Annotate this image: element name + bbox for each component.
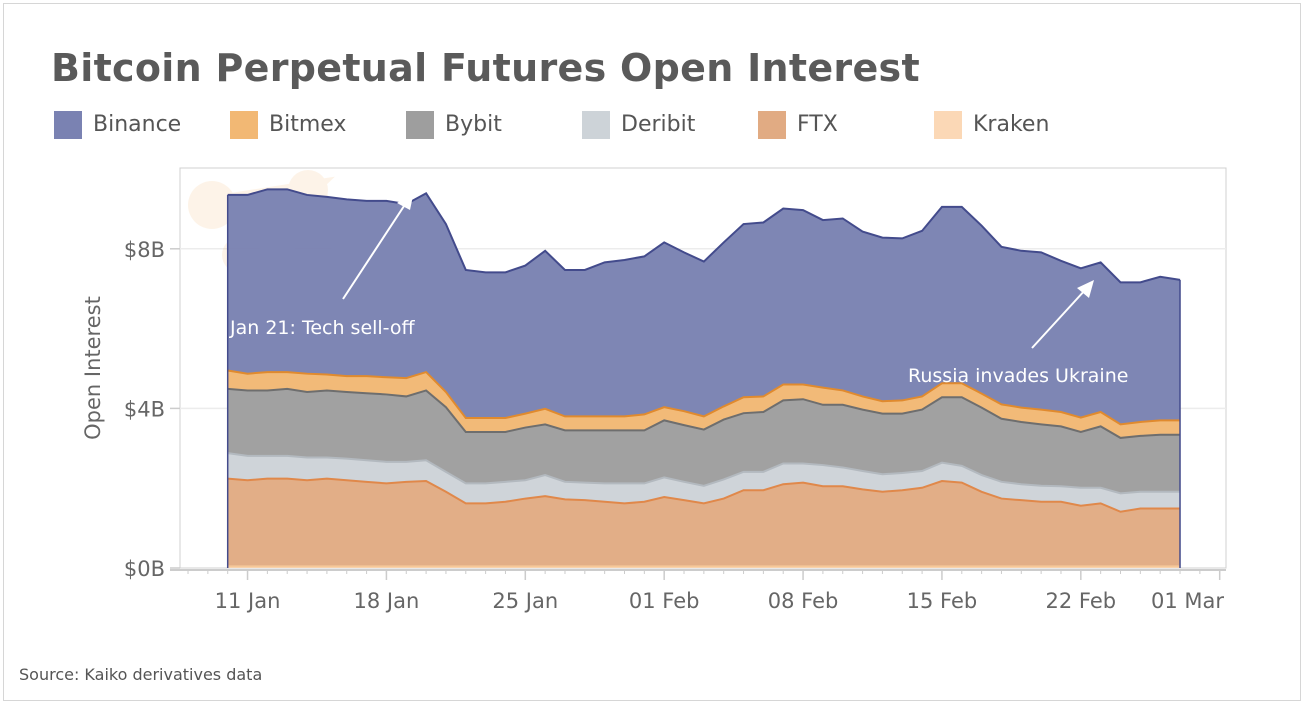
- legend-swatch-kraken: [934, 111, 962, 139]
- x-tick-label: 01 Feb: [629, 589, 700, 613]
- x-tick-label: 01 Mar: [1151, 589, 1224, 613]
- area-line-binance: [227, 188, 1181, 284]
- area-deribit[interactable]: [227, 453, 1181, 512]
- legend-label: Binance: [93, 112, 182, 137]
- annotations: Jan 21: Tech sell-off Russia invades Ukr…: [229, 191, 1128, 387]
- x-tick-label: 11 Jan: [215, 589, 281, 613]
- legend-label: Bybit: [445, 112, 502, 137]
- annotation-arrowhead-icon: [397, 191, 414, 210]
- annotation-arrow-line: [1031, 288, 1087, 349]
- y-tick-label: $8B: [124, 238, 165, 262]
- legend-label: Deribit: [621, 112, 696, 137]
- annotation-tech-selloff: Jan 21: Tech sell-off: [229, 317, 416, 339]
- chart-card: [3, 3, 1301, 701]
- legend-swatch-binance: [54, 111, 82, 139]
- area-line-bitmex: [227, 369, 1181, 426]
- area-line-deribit: [227, 452, 1181, 495]
- area-bitmex[interactable]: [227, 370, 1181, 438]
- annotation-arrowhead-icon: [1077, 280, 1094, 298]
- area-ftx[interactable]: [227, 478, 1181, 567]
- legend-swatch-ftx: [758, 111, 786, 139]
- stacked-areas: [226, 188, 1181, 568]
- annotation-arrow-line: [342, 202, 407, 300]
- y-axis-title: Open Interest: [81, 296, 105, 440]
- area-binance[interactable]: [227, 189, 1181, 425]
- x-tick-label: 25 Jan: [492, 589, 558, 613]
- legend-label: Kraken: [973, 112, 1050, 137]
- y-tick-label: $4B: [124, 397, 165, 421]
- legend-label: Bitmex: [269, 112, 347, 137]
- legend-swatch-bybit: [406, 111, 434, 139]
- source-note: Source: Kaiko derivatives data: [19, 665, 263, 684]
- x-tick-label: 08 Feb: [768, 589, 839, 613]
- chart-title: Bitcoin Perpetual Futures Open Interest: [51, 46, 920, 90]
- x-tick-label: 22 Feb: [1046, 589, 1117, 613]
- legend-swatch-bitmex: [230, 111, 258, 139]
- x-tick-label: 18 Jan: [354, 589, 420, 613]
- area-bybit[interactable]: [227, 388, 1181, 494]
- x-tick-label: 15 Feb: [907, 589, 978, 613]
- area-line-ftx: [227, 477, 1181, 513]
- annotation-russia-ukraine: Russia invades Ukraine: [908, 365, 1128, 387]
- legend-swatch-deribit: [582, 111, 610, 139]
- axes: $0B $4B $8B 11 Jan 18 Jan 25 Jan 01 Feb 08 Feb 1…: [124, 238, 1226, 613]
- legend-label: FTX: [797, 112, 838, 137]
- y-tick-label: $0B: [124, 557, 165, 581]
- area-line-bybit: [227, 387, 1181, 439]
